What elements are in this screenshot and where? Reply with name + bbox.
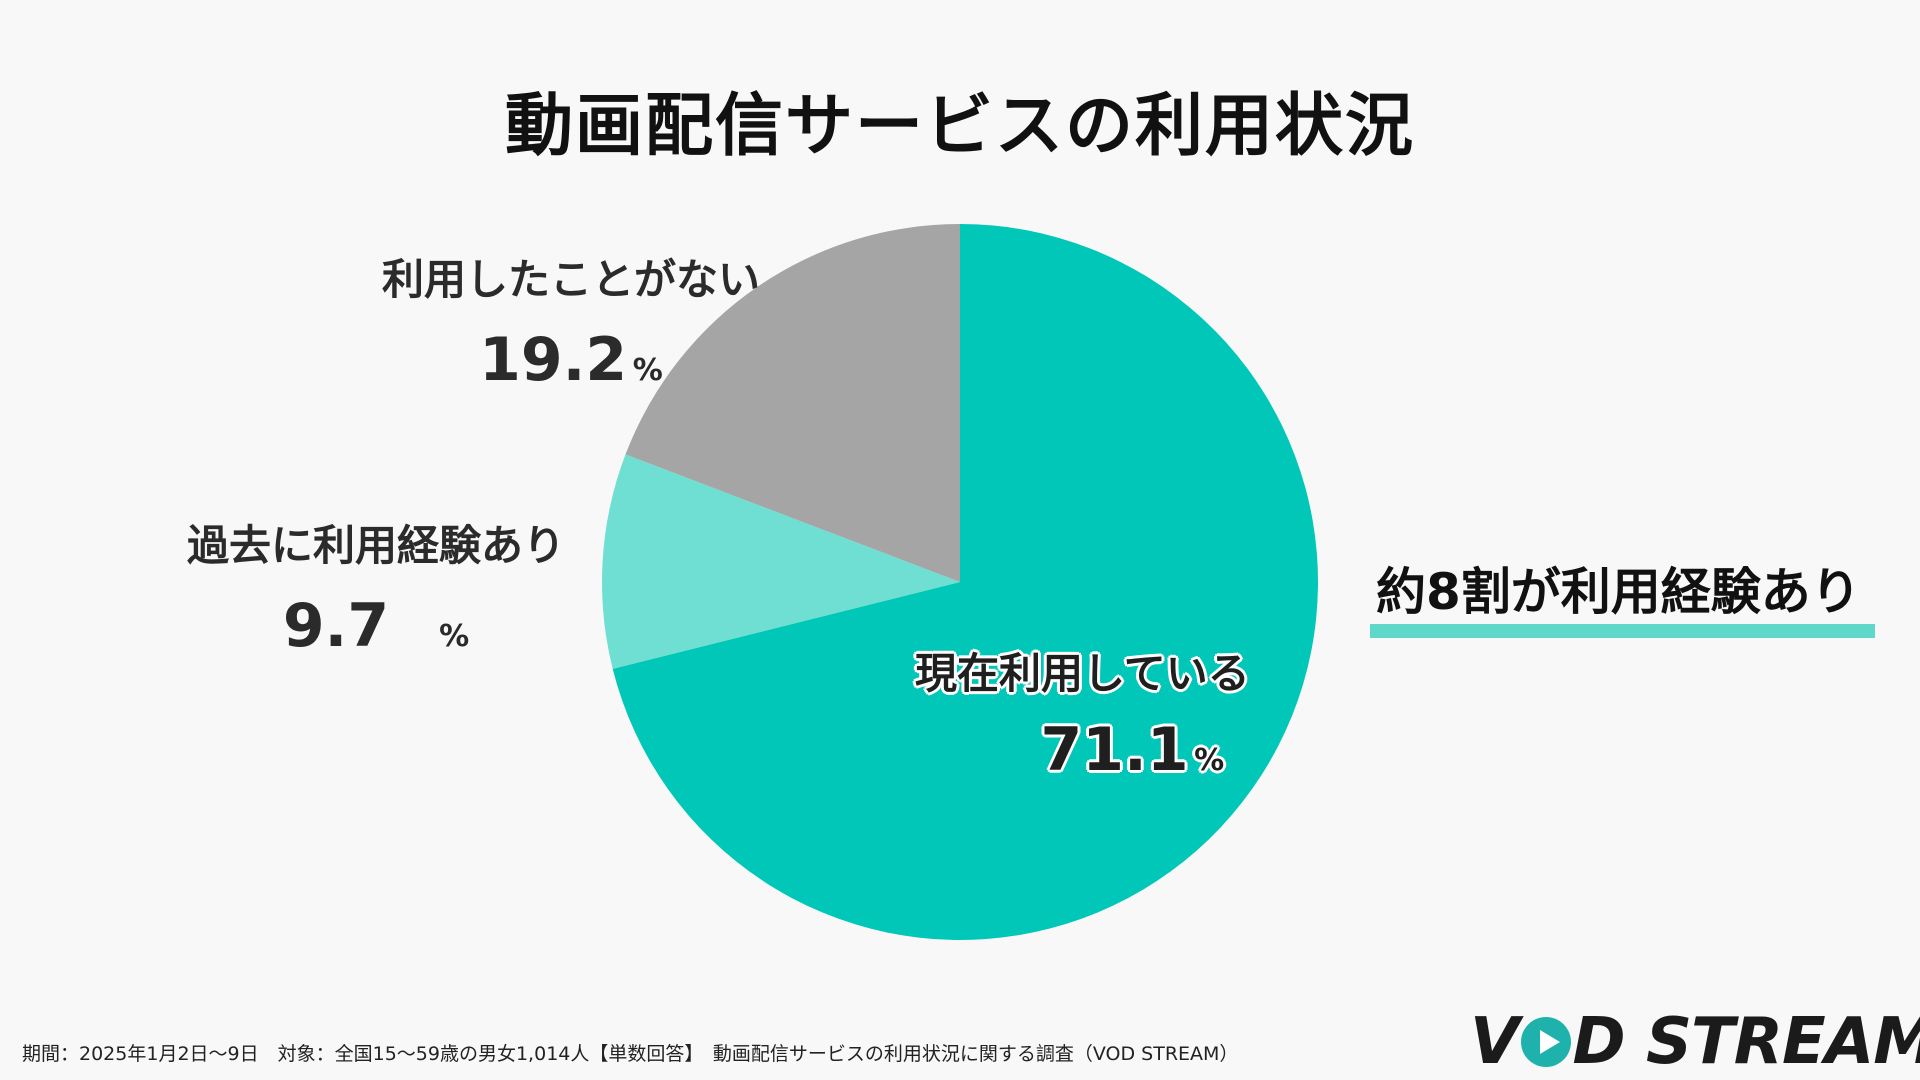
slice-name-current: 現在利用している: [915, 649, 1250, 698]
slice-name-never: 利用したことがない: [381, 255, 760, 304]
slice-unit-current: %: [1194, 743, 1225, 778]
callout-underline: [1370, 624, 1875, 638]
slice-value-never: 19.2: [479, 325, 628, 395]
play-icon: [1520, 1017, 1571, 1067]
slice-label-past: 過去に利用経験あり 9.7%: [187, 512, 565, 661]
slice-label-never: 利用したことがない 19.2 %: [382, 246, 760, 395]
logo-text-rest: D STREAM: [1572, 1005, 1920, 1079]
slice-value-current: 71.1: [1040, 715, 1189, 785]
slice-name-past: 過去に利用経験あり: [186, 521, 565, 570]
logo-text-v: V: [1470, 1005, 1520, 1079]
slice-label-current: 現在利用している 71.1 %: [915, 640, 1250, 785]
footnote: 期間：2025年1月2日〜9日 対象：全国15〜59歳の男女1,014人【単数回…: [22, 1043, 1239, 1065]
pie-slice-never: [625, 224, 960, 582]
page-title: 動画配信サービスの利用状況: [504, 87, 1415, 166]
slice-unit-past: %: [439, 619, 470, 654]
slice-value-past: 9.7: [282, 591, 390, 661]
callout-text: 約8割が利用経験あり: [1376, 563, 1861, 621]
vod-stream-logo: V D STREAM: [1470, 1005, 1920, 1079]
slice-unit-never: %: [632, 353, 663, 388]
callout-box: 約8割が利用経験あり: [1370, 552, 1875, 638]
pie-slice-current: [612, 224, 1318, 941]
pie-slice-past: [601, 454, 960, 669]
